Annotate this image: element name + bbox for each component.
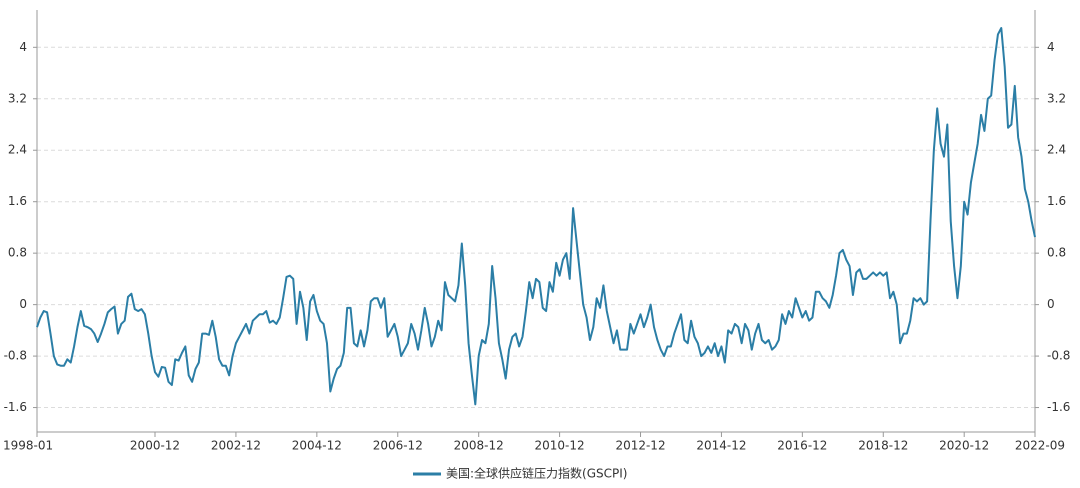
- x-tick-label: 2022-09: [1015, 439, 1065, 453]
- y-tick-label: 0: [19, 297, 27, 311]
- y2-tick-label: 4: [1047, 40, 1055, 54]
- y-tick-label: -1.6: [4, 400, 27, 414]
- x-tick-label: 2008-12: [454, 439, 504, 453]
- x-tick-label: 2010-12: [535, 439, 585, 453]
- y-tick-label: 1.6: [8, 194, 27, 208]
- y2-tick-label: 0.8: [1047, 246, 1066, 260]
- y-tick-label: -0.8: [4, 349, 27, 363]
- legend-label: 美国:全球供应链压力指数(GSCPI): [446, 466, 627, 481]
- y2-tick-label: -1.6: [1047, 400, 1070, 414]
- y2-tick-label: 1.6: [1047, 194, 1066, 208]
- x-tick-label: 2016-12: [777, 439, 827, 453]
- y2-tick-label: 2.4: [1047, 143, 1066, 157]
- x-tick-label: 2020-12: [939, 439, 989, 453]
- y-tick-label: 4: [19, 40, 27, 54]
- x-tick-label: 2006-12: [373, 439, 423, 453]
- y2-tick-label: 0: [1047, 297, 1055, 311]
- x-tick-label: 2018-12: [858, 439, 908, 453]
- x-tick-label: 2004-12: [292, 439, 342, 453]
- x-tick-label: 1998-01: [3, 439, 53, 453]
- data-line: [36, 27, 1036, 406]
- y2-tick-label: 3.2: [1047, 91, 1066, 105]
- x-tick-label: 2000-12: [130, 439, 180, 453]
- y-tick-label: 3.2: [8, 91, 27, 105]
- x-tick-label: 2012-12: [615, 439, 665, 453]
- y2-tick-label: -0.8: [1047, 349, 1070, 363]
- x-tick-label: 2014-12: [696, 439, 746, 453]
- y-tick-label: 2.4: [8, 143, 27, 157]
- x-tick-label: 2002-12: [211, 439, 261, 453]
- y-tick-label: 0.8: [8, 246, 27, 260]
